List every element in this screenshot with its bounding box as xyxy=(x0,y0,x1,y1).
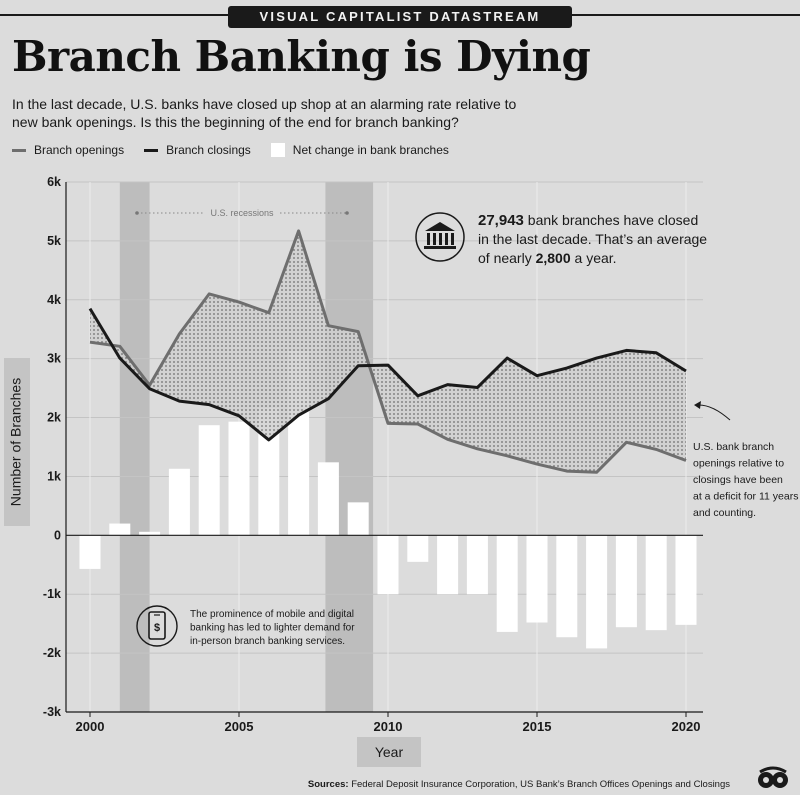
bar-2018 xyxy=(615,535,637,628)
bar-2004 xyxy=(198,425,220,536)
line-branch-closings xyxy=(88,307,687,442)
recession-band-2 xyxy=(325,182,374,712)
recession-bracket-end xyxy=(345,211,349,215)
x-tick-label-2010: 2010 xyxy=(374,719,403,734)
y-tick-label-0: 0 xyxy=(54,528,61,542)
mobile-phone-icon: $ xyxy=(136,605,178,647)
branch-chart: 6k 5k 4k 3k 2k 1k 0 -1k -2k -3k 2000 2005 2010 2015 20… xyxy=(4,175,798,767)
recession-label: U.S. recessions xyxy=(210,208,274,218)
stat-line-1: 27,943 bank branches have closed xyxy=(478,212,698,229)
y-tick-label-1k: 1k xyxy=(47,469,61,483)
recession-band-1 xyxy=(119,182,150,712)
bar-2009 xyxy=(347,502,369,536)
mobile-line-2: banking has led to lighter demand for xyxy=(190,623,355,634)
legend-item-net: Net change in bank branches xyxy=(270,143,449,157)
mobile-line-3: in-person branch banking services. xyxy=(190,636,345,647)
stat-text-1: bank branches have closed xyxy=(524,212,698,228)
x-tick-label-2020: 2020 xyxy=(672,719,701,734)
bar-2003 xyxy=(168,468,190,536)
mobile-annotation: $ The prominence of mobile and digital ba… xyxy=(136,605,355,647)
axes: 6k 5k 4k 3k 2k 1k 0 -1k -2k -3k 2000 2005 2010 2015 20… xyxy=(4,175,703,767)
bar-2016 xyxy=(556,535,578,638)
x-tick-label-2005: 2005 xyxy=(225,719,254,734)
y-axis-title-box xyxy=(4,358,30,526)
recession-bands xyxy=(119,182,374,712)
legend-item-openings: Branch openings xyxy=(12,143,124,157)
recession-annotation: U.S. recessions xyxy=(135,208,349,218)
bar-2008 xyxy=(317,462,339,536)
deficit-arrow-head xyxy=(694,401,701,409)
bank-icon xyxy=(415,212,465,262)
y-tick-label-5k: 5k xyxy=(47,234,61,248)
x-tick-label-2000: 2000 xyxy=(76,719,105,734)
sources: Sources: Federal Deposit Insurance Corpo… xyxy=(308,779,730,790)
stat-text-4: a year. xyxy=(571,250,617,266)
line-branch-openings xyxy=(89,229,687,474)
bar-2012 xyxy=(437,535,459,595)
chart-legend: Branch openings Branch closings Net chan… xyxy=(12,141,469,159)
y-axis-title: Number of Branches xyxy=(8,378,24,506)
bar-2015 xyxy=(526,535,548,623)
bar-2011 xyxy=(407,535,429,562)
stat-line-3: of nearly 2,800 a year. xyxy=(478,250,617,266)
y-tick-label--1k: -1k xyxy=(43,587,61,601)
y-tick-label--2k: -2k xyxy=(43,646,61,660)
x-axis-title-box xyxy=(357,737,421,767)
sources-text: Federal Deposit Insurance Corporation, U… xyxy=(351,779,730,790)
y-tick-label-3k: 3k xyxy=(47,352,61,366)
visual-capitalist-logo-icon xyxy=(758,766,788,788)
legend-swatch-openings xyxy=(12,148,26,152)
page-title: Branch Banking is Dying xyxy=(12,32,591,81)
stat-line-2: in the last decade. That’s an average xyxy=(478,231,707,247)
mobile-text: The prominence of mobile and digital bank… xyxy=(190,609,355,647)
y-tick-label--3k: -3k xyxy=(43,705,61,719)
deficit-line-3: closings have been xyxy=(693,474,783,486)
svg-text:$: $ xyxy=(154,622,160,634)
stat-big-number: 27,943 xyxy=(478,212,524,229)
bar-2013 xyxy=(466,535,488,595)
bar-2020 xyxy=(675,535,697,625)
page-subtitle: In the last decade, U.S. banks have clos… xyxy=(12,96,517,130)
banner-label: VISUAL CAPITALIST DATASTREAM xyxy=(228,6,572,28)
bar-2010 xyxy=(377,535,399,595)
y-tick-label-2k: 2k xyxy=(47,411,61,425)
sources-label: Sources: xyxy=(307,779,349,790)
deficit-line-1: U.S. bank branch xyxy=(693,441,774,453)
series-lines xyxy=(88,229,687,474)
legend-swatch-net xyxy=(270,143,285,157)
y-tick-label-6k: 6k xyxy=(47,175,61,189)
bar-2005 xyxy=(228,421,250,536)
deficit-text: U.S. bank branch openings relative to clos… xyxy=(693,441,798,519)
stat-avg-number: 2,800 xyxy=(536,250,571,266)
openings-closings-gap xyxy=(90,230,686,473)
recession-bracket-start xyxy=(135,211,139,215)
bar-2006 xyxy=(258,408,280,536)
deficit-line-5: and counting. xyxy=(693,507,756,519)
x-tick-label-2015: 2015 xyxy=(523,719,552,734)
mobile-line-1: The prominence of mobile and digital xyxy=(190,609,354,620)
bar-2002 xyxy=(139,531,161,536)
bar-2000 xyxy=(79,535,101,569)
legend-swatch-closings xyxy=(144,148,159,152)
y-tick-label-4k: 4k xyxy=(47,293,61,307)
net-change-bars xyxy=(79,351,697,649)
bar-2014 xyxy=(496,535,518,632)
bar-2019 xyxy=(645,535,667,631)
legend-label-openings: Branch openings xyxy=(34,143,125,157)
top-banner: VISUAL CAPITALIST DATASTREAM xyxy=(0,0,800,30)
x-axis-title: Year xyxy=(375,744,404,760)
stat-annotation: 27,943 bank branches have closed in the … xyxy=(415,212,707,266)
deficit-line-2: openings relative to xyxy=(693,458,784,470)
gap-fill xyxy=(90,230,686,473)
legend-label-closings: Branch closings xyxy=(166,143,251,157)
bar-2017 xyxy=(586,535,608,649)
deficit-line-4: at a deficit for 11 years xyxy=(693,491,798,503)
bar-2001 xyxy=(109,523,131,536)
legend-label-net: Net change in bank branches xyxy=(292,143,449,157)
stat-text-3: of nearly xyxy=(478,250,536,266)
deficit-annotation: U.S. bank branch openings relative to clos… xyxy=(693,401,798,519)
legend-item-closings: Branch closings xyxy=(144,143,251,157)
